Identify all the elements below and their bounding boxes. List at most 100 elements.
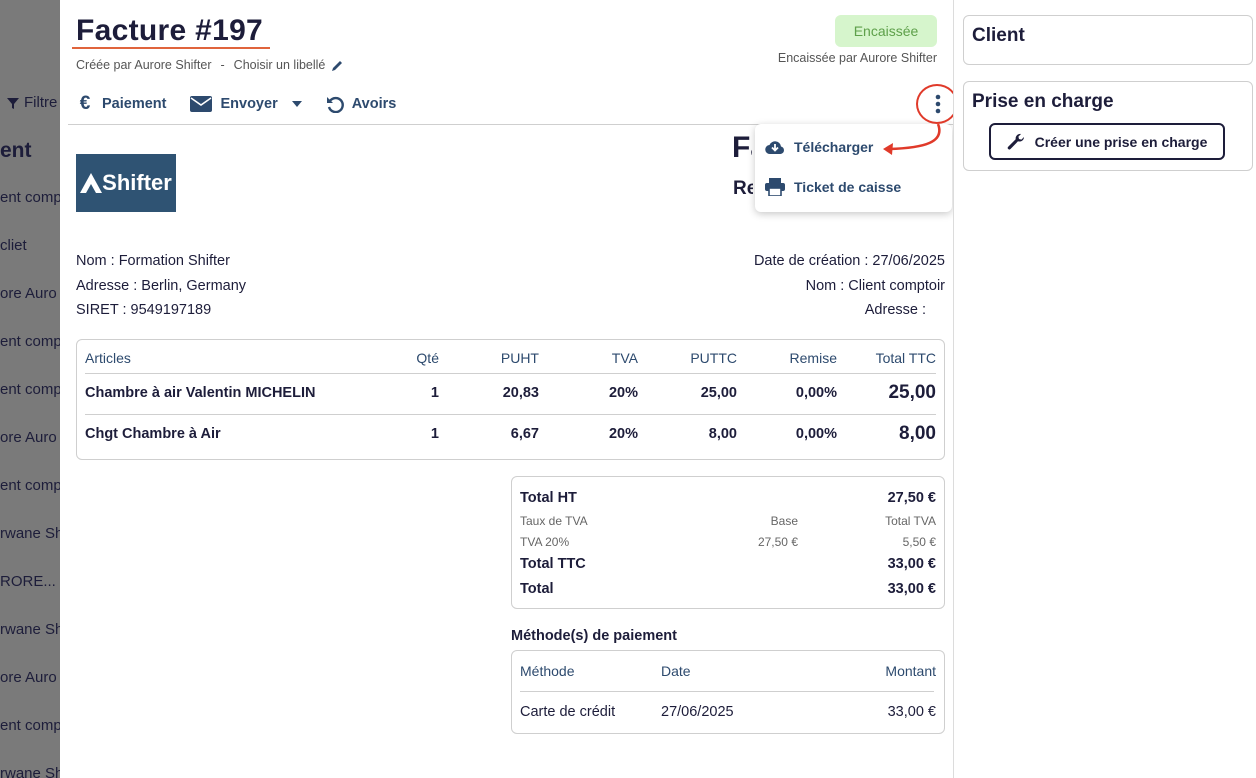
- right-sidebar: Client Prise en charge Créer une prise e…: [953, 0, 1256, 778]
- list-item[interactable]: rwane Sh: [0, 621, 60, 638]
- euro-icon: €: [79, 93, 91, 114]
- column-header: Date: [661, 663, 691, 679]
- vat-base: 27,50 €: [757, 535, 798, 549]
- pencil-icon[interactable]: [331, 59, 344, 72]
- cell-puttc: 25,00: [700, 385, 737, 401]
- total-ttc-label: Total TTC: [520, 556, 586, 572]
- status-badge: Encaissée: [835, 15, 937, 47]
- client-card: Client: [963, 15, 1253, 65]
- menu-item-label: Ticket de caisse: [794, 179, 902, 195]
- client-card-title: Client: [972, 25, 1025, 46]
- grand-total-value: 33,00 €: [887, 581, 936, 597]
- seller-name: Nom : Formation Shifter: [76, 253, 230, 269]
- annotation-arrow: [883, 123, 941, 155]
- column-header: Total TTC: [875, 350, 936, 366]
- list-item[interactable]: rwane Sh: [0, 525, 60, 542]
- cell-total: 8,00: [899, 423, 936, 444]
- list-item[interactable]: ore Auro: [0, 669, 57, 686]
- envelope-icon: [190, 96, 213, 112]
- total-ht-value: 27,50 €: [887, 490, 936, 506]
- menu-item-label: Télécharger: [794, 139, 874, 155]
- row-divider: [520, 691, 934, 692]
- list-item[interactable]: RORE...: [0, 573, 56, 590]
- list-item[interactable]: ent comp: [0, 477, 60, 494]
- filter-label: Filtre: [24, 94, 58, 111]
- cell-tva: 20%: [608, 426, 638, 442]
- creation-date: Date de création : 27/06/2025: [753, 253, 945, 269]
- cell-article: Chambre à air Valentin MICHELIN: [85, 385, 316, 401]
- menu-item-download[interactable]: Télécharger: [765, 139, 873, 155]
- company-logo: Shifter: [76, 154, 176, 212]
- list-item[interactable]: cliet: [0, 237, 27, 254]
- send-label: Envoyer: [220, 96, 278, 112]
- column-header: PUTTC: [690, 350, 737, 366]
- filter-button[interactable]: Filtre: [6, 94, 57, 111]
- support-card: Prise en charge Créer une prise en charg…: [963, 81, 1253, 171]
- more-options-menu: Télécharger Ticket de caisse: [755, 124, 952, 212]
- grand-total-label: Total: [520, 581, 554, 597]
- list-item[interactable]: ent comp: [0, 189, 60, 206]
- cell-date: 27/06/2025: [661, 704, 734, 720]
- vat-base-header: Base: [770, 514, 798, 528]
- cell-qty: 1: [430, 426, 439, 442]
- cell-puht: 20,83: [502, 385, 539, 401]
- cell-total: 25,00: [888, 382, 936, 403]
- logo-mark-icon: [80, 173, 103, 193]
- vat-total-header: Total TVA: [885, 514, 936, 528]
- filter-icon: [7, 97, 19, 109]
- payment-label: Paiement: [102, 96, 167, 112]
- list-item[interactable]: rwane Sh: [0, 765, 60, 778]
- send-button[interactable]: Envoyer: [190, 96, 302, 112]
- support-card-title: Prise en charge: [972, 91, 1114, 112]
- wrench-icon: [1007, 133, 1024, 149]
- row-divider: [85, 414, 936, 415]
- list-item[interactable]: ent comp: [0, 381, 60, 398]
- cell-method: Carte de crédit: [520, 704, 616, 720]
- payment-button[interactable]: € Paiement: [76, 93, 167, 115]
- toolbar: € Paiement Envoyer Avoirs: [76, 91, 420, 117]
- column-header: Articles: [85, 350, 131, 366]
- undo-icon: [326, 96, 344, 113]
- payment-methods-title: Méthode(s) de paiement: [511, 628, 677, 644]
- list-item[interactable]: ent comp: [0, 333, 60, 350]
- cell-discount: 0,00%: [795, 426, 837, 442]
- list-item[interactable]: ore Auro: [0, 285, 57, 302]
- separator: -: [220, 58, 225, 72]
- toolbar-divider: [68, 124, 953, 125]
- seller-siret: SIRET : 9549197189: [76, 302, 212, 318]
- collected-by: Encaissée par Aurore Shifter: [777, 51, 937, 65]
- items-table: Articles Qté PUHT TVA PUTTC Remise Total…: [76, 339, 945, 460]
- client-address: Adresse :: [864, 302, 926, 318]
- invoice-title: Facture #197: [76, 14, 264, 47]
- column-header: Montant: [885, 663, 936, 679]
- total-ht-label: Total HT: [520, 490, 577, 506]
- caret-down-icon[interactable]: [291, 101, 302, 107]
- vat-amount: 5,50 €: [902, 535, 936, 549]
- document-subheading: Re: [733, 178, 753, 199]
- payment-methods-table: Méthode Date Montant Carte de crédit 27/…: [511, 650, 945, 734]
- create-support-label: Créer une prise en charge: [1034, 133, 1208, 150]
- invoice-subtitle: Créée par Aurore Shifter - Choisir un li…: [76, 58, 344, 72]
- column-header: PUHT: [500, 350, 539, 366]
- create-support-button[interactable]: Créer une prise en charge: [989, 123, 1225, 160]
- list-item[interactable]: ore Auro: [0, 429, 57, 446]
- vat-rate-header: Taux de TVA: [520, 514, 588, 528]
- cell-puttc: 8,00: [708, 426, 737, 442]
- column-header: Méthode: [520, 663, 575, 679]
- credits-button[interactable]: Avoirs: [326, 95, 396, 113]
- logo-text: Shifter: [102, 170, 172, 195]
- cell-discount: 0,00%: [795, 385, 837, 401]
- list-item[interactable]: ent comp: [0, 717, 60, 734]
- cell-amount: 33,00 €: [887, 704, 936, 720]
- seller-address: Adresse : Berlin, Germany: [76, 278, 247, 294]
- totals-box: Total HT 27,50 € Taux de TVA Base Total …: [511, 476, 945, 609]
- title-underline: [72, 47, 270, 49]
- column-header: Remise: [789, 350, 837, 366]
- background-list: Filtre ent ent comp cliet ore Auro ent c…: [0, 0, 60, 778]
- menu-item-receipt[interactable]: Ticket de caisse: [765, 178, 901, 196]
- vat-rate: TVA 20%: [520, 535, 570, 549]
- cell-puht: 6,67: [510, 426, 539, 442]
- total-ttc-value: 33,00 €: [887, 556, 936, 572]
- invoice-panel: Facture #197 Créée par Aurore Shifter - …: [60, 0, 958, 778]
- choose-label-link[interactable]: Choisir un libellé: [233, 58, 326, 72]
